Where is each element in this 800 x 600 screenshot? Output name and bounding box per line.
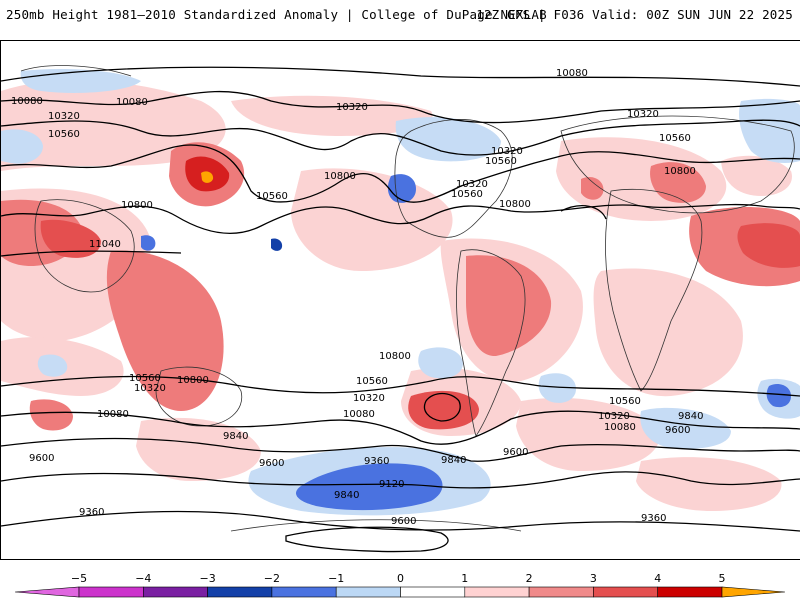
contour-label: 10320 — [456, 179, 488, 190]
contour-label: 10560 — [451, 189, 483, 200]
contour-label: 10560 — [48, 129, 80, 140]
colorbar-tick-label: 0 — [397, 572, 404, 585]
contour-label: 10800 — [499, 199, 531, 210]
contour-label: 10320 — [336, 102, 368, 113]
contour-labels: 10080 10080 10320 10320 10560 10800 1056… — [11, 68, 703, 527]
contour-label: 10560 — [609, 396, 641, 407]
colorbar-tick-label: −2 — [263, 572, 280, 585]
contour-label: 10800 — [379, 351, 411, 362]
contour-label: 10080 — [604, 422, 636, 433]
contour-label: 9360 — [364, 456, 389, 467]
colorbar-tick-label: −1 — [328, 572, 345, 585]
coastlines — [20, 65, 795, 532]
colorbar-tick-label: 5 — [718, 572, 726, 585]
contour-label: 9840 — [223, 431, 248, 442]
colorbar-segment — [78, 586, 144, 598]
contour-label: 9600 — [665, 425, 690, 436]
contour-label: 10800 — [121, 200, 153, 211]
contour-label: 9840 — [441, 455, 466, 466]
contour-label: 10800 — [177, 375, 209, 386]
colorbar-segment — [14, 586, 80, 598]
contour-label: 10800 — [324, 171, 356, 182]
colorbar-segment — [528, 586, 594, 598]
contour-label: 9600 — [391, 516, 416, 527]
colorbar-segment — [464, 586, 530, 598]
header-bar: 250mb Height 1981–2010 Standardized Anom… — [0, 0, 800, 28]
colorbar-segment — [271, 586, 337, 598]
colorbar-segment — [593, 586, 659, 598]
contour-label: 10800 — [664, 166, 696, 177]
contour-label: 10080 — [97, 409, 129, 420]
contour-label: 9840 — [678, 411, 703, 422]
anomaly-map: 10080 10080 10320 10320 10560 10800 1056… — [0, 40, 800, 560]
map-canvas: 10080 10080 10320 10320 10560 10800 1056… — [1, 65, 800, 553]
contour-label: 10080 — [343, 409, 375, 420]
colorbar-tick-label: 3 — [589, 572, 597, 585]
height-contours — [1, 66, 800, 553]
contour-label: 10320 — [491, 146, 523, 157]
contour-label: 10560 — [659, 133, 691, 144]
positive-anomaly-shading — [1, 80, 800, 511]
colorbar-tick-label: −5 — [70, 572, 88, 585]
contour-label: 10560 — [129, 373, 161, 384]
contour-label: 10320 — [48, 111, 80, 122]
contour-label: 10560 — [356, 376, 388, 387]
contour-label: 9840 — [334, 490, 359, 501]
contour-label: 10080 — [556, 68, 588, 79]
contour-label: 10080 — [11, 96, 43, 107]
contour-label: 10320 — [598, 411, 630, 422]
contour-label: 9120 — [379, 479, 404, 490]
contour-label: 9360 — [641, 513, 666, 524]
colorbar-tick-label: 2 — [525, 572, 533, 585]
map-title: 250mb Height 1981–2010 Standardized Anom… — [6, 7, 547, 22]
contour-label: 9600 — [503, 447, 528, 458]
colorbar-strip — [14, 586, 786, 598]
contour-label: 9360 — [79, 507, 104, 518]
colorbar-tick-label: −3 — [199, 572, 216, 585]
colorbar: −5 −4 −3 −2 −1 0 1 2 3 4 5 — [0, 572, 800, 600]
contour-label: 10080 — [116, 97, 148, 108]
colorbar-tick-label: 1 — [461, 572, 469, 585]
colorbar-segment — [721, 586, 786, 598]
colorbar-segment — [143, 586, 208, 598]
contour-label: 10560 — [485, 156, 517, 167]
model-run-info: 12Z GFS | F036 Valid: 00Z SUN JUN 22 202… — [476, 7, 793, 22]
colorbar-segment — [207, 586, 273, 598]
contour-label: 11040 — [89, 239, 121, 250]
colorbar-tick-label: 4 — [654, 572, 662, 585]
colorbar-segment — [335, 586, 401, 598]
contour-label: 9600 — [29, 453, 54, 464]
negative-anomaly-shading — [1, 69, 800, 516]
contour-label: 10320 — [627, 109, 659, 120]
contour-label: 10320 — [134, 383, 166, 394]
contour-label: 10320 — [353, 393, 385, 404]
colorbar-segment — [400, 586, 466, 598]
colorbar-segment — [657, 586, 723, 598]
contour-label: 10560 — [256, 191, 288, 202]
colorbar-tick-label: −4 — [135, 572, 152, 585]
contour-label: 9600 — [259, 458, 284, 469]
